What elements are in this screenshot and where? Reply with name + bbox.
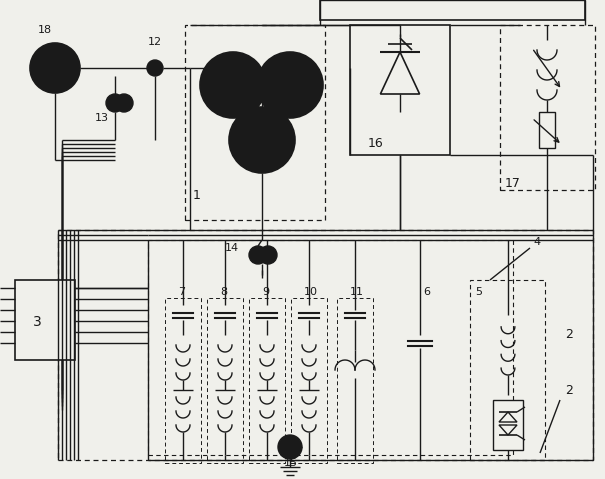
- Bar: [500, 25, 595, 190]
- Circle shape: [229, 107, 295, 173]
- Text: 5: 5: [475, 287, 482, 297]
- Bar: [148, 240, 513, 455]
- Circle shape: [278, 435, 302, 459]
- Bar: [291, 298, 327, 463]
- Text: 6: 6: [423, 287, 430, 297]
- Bar: [493, 400, 523, 450]
- Bar: [165, 298, 201, 463]
- Text: 12: 12: [148, 37, 162, 47]
- Text: 15: 15: [284, 458, 298, 468]
- Circle shape: [249, 246, 267, 264]
- Circle shape: [30, 43, 80, 93]
- Bar: [350, 25, 450, 155]
- Text: 2: 2: [565, 384, 573, 397]
- Circle shape: [259, 246, 277, 264]
- Text: 10: 10: [304, 287, 318, 297]
- Text: 8: 8: [220, 287, 227, 297]
- Text: 11: 11: [350, 287, 364, 297]
- Circle shape: [257, 52, 323, 118]
- Bar: [207, 298, 243, 463]
- Text: 16: 16: [368, 137, 384, 149]
- Text: 18: 18: [38, 25, 52, 35]
- Bar: [320, 0, 585, 20]
- Text: 4: 4: [533, 237, 540, 247]
- Bar: [337, 298, 373, 463]
- Text: 7: 7: [178, 287, 185, 297]
- Bar: [185, 25, 325, 220]
- Text: 9: 9: [262, 287, 269, 297]
- Text: 17: 17: [505, 176, 521, 190]
- Text: 1: 1: [193, 189, 201, 202]
- Bar: [539, 112, 555, 148]
- Circle shape: [200, 52, 266, 118]
- Bar: [58, 230, 593, 460]
- Text: 2: 2: [565, 329, 573, 342]
- Text: 13: 13: [95, 113, 109, 123]
- Bar: [470, 280, 545, 460]
- Text: 3: 3: [33, 315, 41, 329]
- Circle shape: [106, 94, 124, 112]
- Circle shape: [147, 60, 163, 76]
- Text: 14: 14: [225, 243, 239, 253]
- Bar: [15, 280, 75, 360]
- Bar: [249, 298, 285, 463]
- Circle shape: [115, 94, 133, 112]
